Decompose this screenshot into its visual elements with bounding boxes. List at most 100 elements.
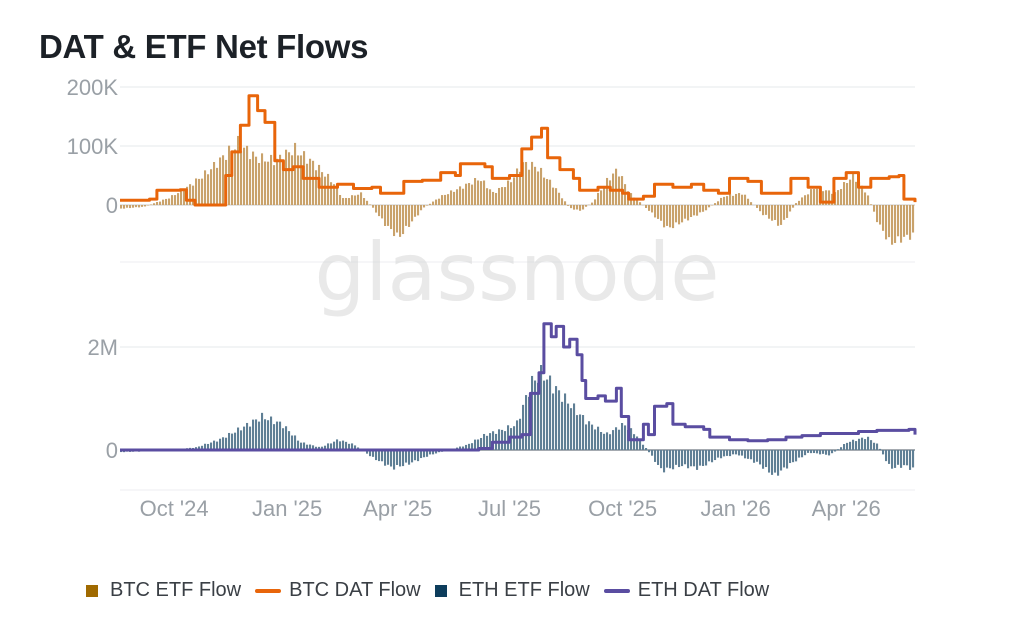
- bar: [438, 198, 441, 205]
- bar: [456, 189, 459, 205]
- bar: [420, 205, 423, 211]
- bar: [228, 432, 231, 450]
- bar: [408, 205, 411, 227]
- bar: [654, 205, 657, 218]
- bar: [393, 205, 396, 237]
- bar: [831, 450, 834, 454]
- bar: [909, 450, 912, 470]
- bar: [846, 442, 849, 450]
- bar: [573, 403, 576, 450]
- bar: [510, 182, 513, 205]
- bar: [840, 189, 843, 205]
- bar: [450, 190, 453, 205]
- x-tick-label: Oct '24: [140, 496, 209, 521]
- bar: [723, 196, 726, 205]
- x-tick-label: Jan '25: [252, 496, 322, 521]
- bar: [459, 186, 462, 205]
- bar: [576, 205, 579, 210]
- bar: [339, 194, 342, 205]
- bar: [858, 182, 861, 205]
- bar: [435, 450, 438, 454]
- bar: [741, 194, 744, 205]
- series-btc-dat-flow: [120, 94, 917, 207]
- bar: [270, 154, 273, 205]
- bar: [864, 192, 867, 205]
- bar: [612, 430, 615, 450]
- bar: [531, 161, 534, 205]
- bar: [297, 440, 300, 450]
- bar: [669, 450, 672, 469]
- bar: [522, 404, 525, 450]
- bar: [168, 198, 171, 205]
- bar: [558, 390, 561, 450]
- bar: [210, 442, 213, 450]
- bar: [639, 439, 642, 450]
- bar: [654, 450, 657, 462]
- bar: [555, 386, 558, 450]
- bar: [264, 419, 267, 450]
- bar: [540, 167, 543, 205]
- bar: [906, 205, 909, 235]
- bar: [399, 450, 402, 467]
- bar: [849, 441, 852, 450]
- legend-item-btc-etf[interactable]: BTC ETF Flow: [86, 579, 241, 602]
- bar: [591, 424, 594, 450]
- legend-label-eth-etf: ETH ETF Flow: [458, 579, 590, 601]
- bar: [636, 436, 639, 450]
- bar: [840, 447, 843, 450]
- bar: [477, 180, 480, 205]
- bar: [222, 437, 225, 450]
- legend-item-eth-etf[interactable]: ETH ETF Flow: [434, 579, 590, 602]
- bar: [561, 198, 564, 205]
- bar: [756, 205, 759, 208]
- bar: [453, 191, 456, 205]
- bar: [417, 450, 420, 462]
- bar: [546, 379, 549, 450]
- bar: [849, 179, 852, 205]
- bar: [633, 197, 636, 205]
- bar: [750, 202, 753, 205]
- bar: [498, 187, 501, 205]
- bar: [843, 182, 846, 205]
- bar: [273, 165, 276, 205]
- bar: [894, 450, 897, 468]
- bar: [393, 450, 396, 470]
- bar: [912, 450, 915, 468]
- bar: [666, 205, 669, 226]
- bar: [315, 170, 318, 205]
- bar: [345, 197, 348, 205]
- bar: [912, 205, 915, 233]
- bar: [879, 448, 882, 450]
- bar: [708, 205, 711, 208]
- bar: [855, 181, 858, 205]
- bar: [603, 185, 606, 205]
- bar: [870, 204, 873, 205]
- bar: [570, 408, 573, 450]
- bar: [813, 450, 816, 454]
- bar: [714, 450, 717, 461]
- bar: [210, 169, 213, 205]
- bar: [588, 421, 591, 450]
- bar: [375, 205, 378, 213]
- bar: [135, 205, 138, 208]
- bar: [132, 205, 135, 208]
- bar: [363, 198, 366, 205]
- legend-item-btc-dat[interactable]: BTC DAT Flow: [255, 579, 421, 602]
- bar: [891, 450, 894, 469]
- bar: [285, 426, 288, 450]
- bar: [294, 142, 297, 205]
- bar: [498, 429, 501, 450]
- bar: [603, 433, 606, 450]
- bar: [594, 429, 597, 450]
- bar: [495, 192, 498, 205]
- bar: [726, 196, 729, 205]
- legend-item-eth-dat[interactable]: ETH DAT Flow: [603, 579, 769, 602]
- bar: [432, 450, 435, 455]
- bar: [225, 437, 228, 450]
- bar: [750, 450, 753, 460]
- bar: [249, 159, 252, 205]
- bar: [774, 450, 777, 473]
- bar: [861, 437, 864, 450]
- bar: [540, 365, 543, 450]
